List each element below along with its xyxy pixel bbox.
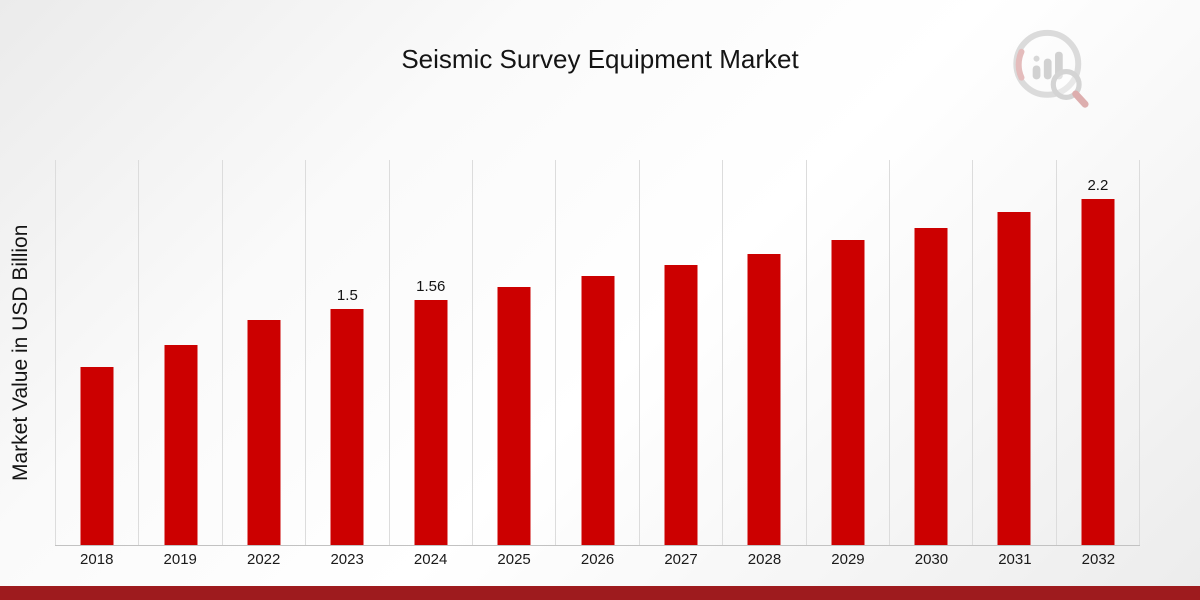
y-axis-label: Market Value in USD Billion	[9, 224, 32, 481]
logo-dot	[1033, 55, 1040, 62]
x-tick-2030: 2030	[914, 551, 949, 568]
x-tick-2025: 2025	[497, 551, 531, 568]
bar-value-label-2023: 1.5	[336, 287, 358, 304]
bar-2032	[1081, 199, 1115, 545]
logo-bar-medium	[1043, 58, 1052, 80]
bar-2029	[831, 240, 865, 545]
chart-column-2032: 2.2	[1055, 160, 1141, 545]
bar-2026	[581, 276, 615, 545]
chart-column-2029	[805, 160, 889, 545]
market-research-logo	[1013, 29, 1089, 108]
chart-column-2028	[722, 160, 805, 545]
x-tick-2022: 2022	[246, 551, 281, 568]
bar-2030	[914, 228, 948, 545]
bar-2022	[247, 320, 281, 545]
chart-column-2018	[55, 160, 138, 545]
chart-column-2024: 1.56	[388, 160, 472, 545]
x-tick-2026: 2026	[580, 551, 615, 568]
bar-2027	[664, 265, 698, 545]
bottom-accent-strip	[0, 586, 1200, 600]
x-tick-2032: 2032	[1081, 551, 1116, 568]
x-tick-2029: 2029	[831, 551, 865, 568]
logo-bar-small	[1032, 65, 1041, 80]
chart-column-2031	[972, 160, 1055, 545]
chart-column-2030	[888, 160, 972, 545]
bar-2018	[80, 367, 114, 545]
bar-chart-plot-area: 1.5 1.56 2.2	[55, 160, 1141, 546]
bar-value-label-2032: 2.2	[1087, 177, 1109, 194]
chart-column-2026	[555, 160, 638, 545]
logo-red-arc	[1015, 48, 1025, 81]
x-tick-2023: 2023	[330, 551, 364, 568]
chart-column-2019	[138, 160, 221, 545]
chart-column-2027	[638, 160, 722, 545]
chart-title: Seismic Survey Equipment Market	[401, 44, 799, 74]
bar-2028	[747, 254, 781, 545]
bar-2031	[997, 212, 1031, 545]
bar-2019	[164, 345, 198, 545]
bar-2024	[414, 300, 448, 545]
x-tick-2018: 2018	[80, 551, 114, 568]
x-tick-2019: 2019	[163, 551, 197, 568]
chart-column-2025	[471, 160, 555, 545]
magnifier-handle	[1072, 90, 1089, 108]
bar-2023	[330, 309, 364, 545]
x-tick-2027: 2027	[664, 551, 698, 568]
x-tick-2024: 2024	[413, 551, 448, 568]
x-tick-2028: 2028	[747, 551, 782, 568]
chart-column-2023: 1.5	[305, 160, 388, 545]
magnifier-icon	[1050, 68, 1082, 100]
bar-2025	[497, 287, 531, 545]
x-tick-2031: 2031	[998, 551, 1032, 568]
chart-column-2022	[221, 160, 305, 545]
x-axis-tick-labels: 2018 2019 2022 2023 2024 2025 2026 2027 2028 2029…	[55, 551, 1140, 568]
bar-value-label-2024: 1.56	[416, 278, 446, 295]
